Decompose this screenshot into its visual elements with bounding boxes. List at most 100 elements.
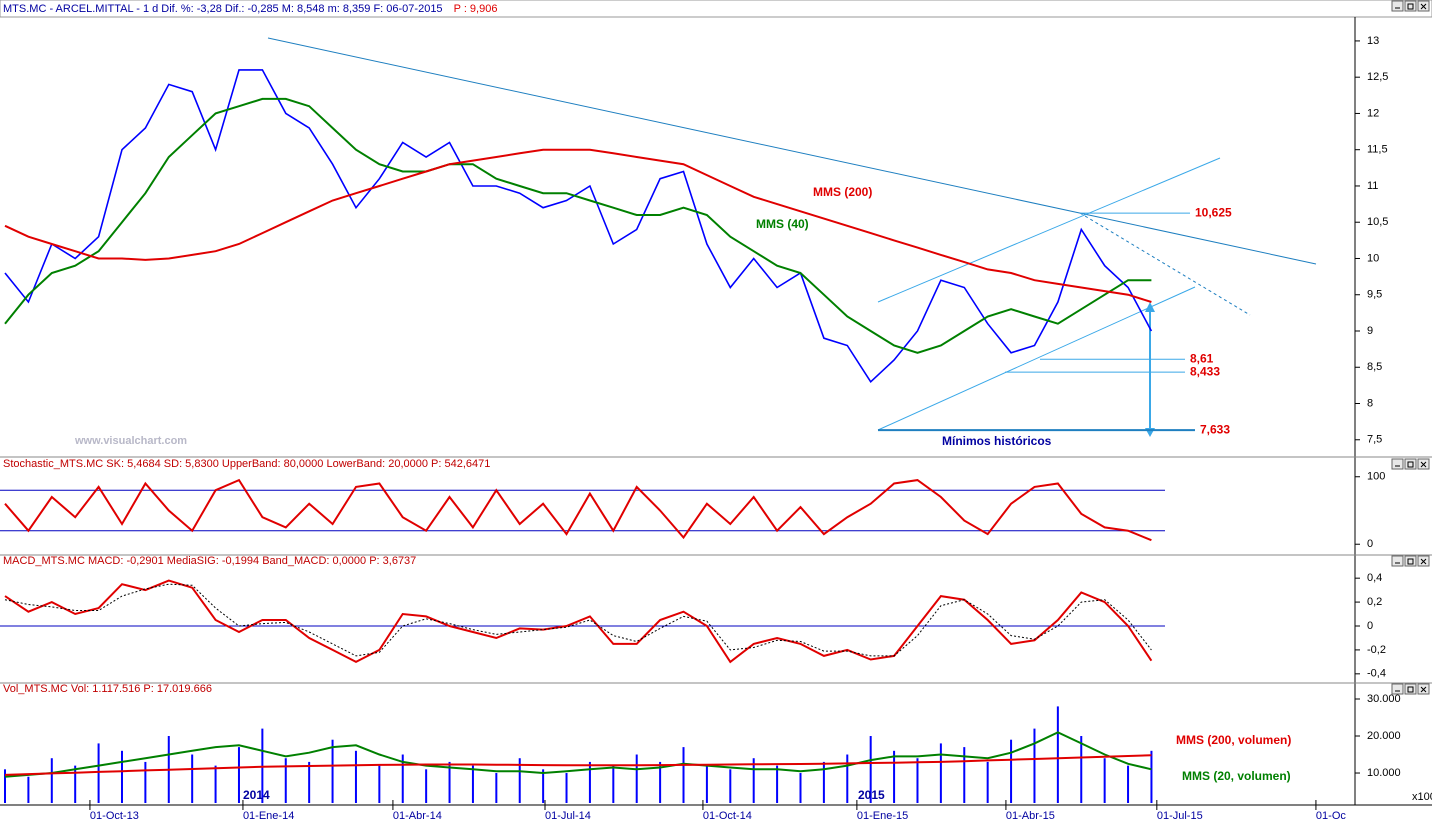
volume-bar xyxy=(191,754,194,803)
level-label: 8,433 xyxy=(1190,364,1220,378)
y-tick-label: 12 xyxy=(1367,107,1379,119)
volume-bar xyxy=(729,769,732,803)
volume-bar xyxy=(74,765,77,803)
volume-bar xyxy=(963,747,966,803)
y-tick-label: 0 xyxy=(1367,538,1373,550)
annotation: MMS (200) xyxy=(813,185,872,199)
volume-bar xyxy=(214,765,217,803)
y-tick-label: 12,5 xyxy=(1367,71,1388,83)
year-label: 2014 xyxy=(243,788,270,802)
watermark: www.visualchart.com xyxy=(74,435,187,447)
y-tick-label: 0,2 xyxy=(1367,596,1382,608)
volume-bar xyxy=(565,773,568,803)
y-tick-label: 9,5 xyxy=(1367,289,1382,301)
y-tick-label: 8 xyxy=(1367,397,1373,409)
series-line xyxy=(4,478,1152,542)
y-tick-label: 0,4 xyxy=(1367,572,1382,584)
volume-bar xyxy=(846,754,849,803)
annotation: MMS (40) xyxy=(756,217,809,231)
y-tick-label: 10 xyxy=(1367,252,1379,264)
y-tick-label: 10.000 xyxy=(1367,767,1401,779)
series-line xyxy=(4,148,1152,303)
volume-bar xyxy=(4,769,6,803)
x-tick-label: 01-Jul-14 xyxy=(545,810,591,822)
series-line xyxy=(4,731,1152,778)
x-tick-label: 01-Ene-15 xyxy=(857,810,908,822)
y-tick-label: 10,5 xyxy=(1367,216,1388,228)
volume-bar xyxy=(237,747,240,803)
y-tick-label: 8,5 xyxy=(1367,361,1382,373)
series-line xyxy=(4,579,1153,664)
header-title: MTS.MC - ARCEL.MITTAL - 1 d Dif. %: -3,2… xyxy=(3,3,443,15)
header-price: P : 9,906 xyxy=(454,3,498,15)
y-tick-label: 7,5 xyxy=(1367,434,1382,446)
window-button-icon xyxy=(1420,558,1427,565)
x-tick-label: 01-Jul-15 xyxy=(1157,810,1203,822)
volume-bar xyxy=(822,761,825,803)
window-button-icon xyxy=(1420,3,1427,10)
y-tick-label: 20.000 xyxy=(1367,730,1401,742)
window-button-icon xyxy=(1420,461,1427,468)
volume-bar xyxy=(1127,765,1130,803)
window-button xyxy=(1404,683,1417,695)
y-tick-label: 0 xyxy=(1367,620,1373,632)
panel-title: Stochastic_MTS.MC SK: 5,4684 SD: 5,8300 … xyxy=(3,458,490,470)
window-button xyxy=(1391,683,1404,695)
unit-label: x100 xyxy=(1412,791,1432,803)
level-label: 8,61 xyxy=(1190,351,1214,365)
y-tick-label: 13 xyxy=(1367,35,1379,47)
legend-label: MMS (20, volumen) xyxy=(1182,769,1291,783)
title-bar xyxy=(0,0,1432,18)
x-tick-label: 01-Abr-14 xyxy=(393,810,442,822)
volume-bar xyxy=(799,773,802,803)
volume-bar xyxy=(448,761,451,803)
volume-bar xyxy=(144,761,147,803)
y-tick-label: 11 xyxy=(1367,180,1378,192)
volume-bar xyxy=(120,750,123,803)
volume-bar xyxy=(1056,706,1059,803)
window-button-icon xyxy=(1407,3,1414,10)
volume-bar xyxy=(916,758,919,803)
x-tick-label: 01-Oc xyxy=(1316,810,1346,822)
series-line xyxy=(4,97,1152,354)
window-button xyxy=(1404,458,1417,470)
volume-bar xyxy=(1150,750,1153,803)
y-tick-label: 100 xyxy=(1367,471,1385,483)
volume-bar xyxy=(331,739,334,803)
trend-lines xyxy=(267,37,1317,437)
volume-bar xyxy=(50,758,53,803)
y-tick-label: 30.000 xyxy=(1367,693,1401,705)
window-button-icon xyxy=(1407,686,1414,693)
volume-bar xyxy=(401,754,404,803)
y-tick-label: 9 xyxy=(1367,325,1373,337)
volume-bar xyxy=(27,776,30,803)
channel-line xyxy=(877,157,1221,303)
y-tick-label: -0,4 xyxy=(1367,668,1386,680)
volume-bar xyxy=(97,743,100,803)
volume-bar xyxy=(284,758,287,803)
volume-bar xyxy=(635,754,638,803)
volume-bar xyxy=(308,761,311,803)
volume-bar xyxy=(378,765,381,803)
window-button-icon xyxy=(1407,461,1414,468)
volume-bar xyxy=(588,761,591,803)
level-label: 10,625 xyxy=(1195,205,1232,219)
window-button xyxy=(1404,0,1417,12)
volume-bar xyxy=(705,765,708,803)
legend-label: MMS (200, volumen) xyxy=(1176,733,1291,747)
x-tick-label: 01-Abr-15 xyxy=(1006,810,1055,822)
volume-bar xyxy=(893,750,896,803)
volume-bar xyxy=(495,773,498,803)
volume-bar xyxy=(682,747,685,803)
volume-bar xyxy=(1103,758,1106,803)
annotation: Mínimos históricos xyxy=(942,434,1052,448)
panel-title: MACD_MTS.MC MACD: -0,2901 MediaSIG: -0,1… xyxy=(3,555,416,567)
volume-bar xyxy=(518,758,521,803)
x-tick-label: 01-Oct-13 xyxy=(90,810,139,822)
volume-bar xyxy=(776,765,779,803)
volume-bar xyxy=(869,736,872,803)
volume-bar xyxy=(752,758,755,803)
volume-bar xyxy=(939,743,942,803)
